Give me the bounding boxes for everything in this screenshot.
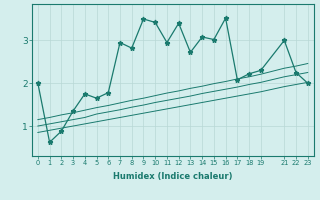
X-axis label: Humidex (Indice chaleur): Humidex (Indice chaleur) (113, 172, 233, 181)
